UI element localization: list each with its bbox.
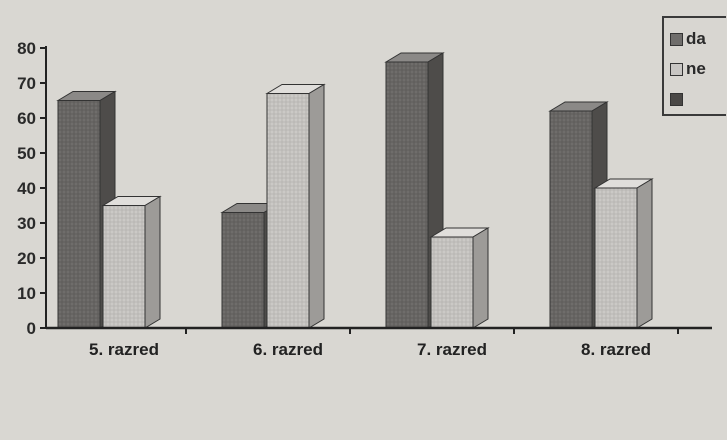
y-tick-label: 70 [17,74,36,93]
bar-side-ne-8 [636,178,653,329]
x-category-label: 6. razred [253,340,323,359]
bar-side-ne-5 [144,195,161,329]
legend-swatch-ne [670,62,683,76]
y-tick-label: 10 [17,284,36,303]
y-tick-label: 20 [17,249,36,268]
y-tick-label: 50 [17,144,36,163]
bar-da-5 [57,100,101,329]
bar-ne-7 [430,236,474,329]
bar-ne-6 [266,93,310,329]
y-tick-label: 0 [27,319,36,338]
bar-side-ne-7 [472,227,489,329]
legend-item-ne: ne [670,54,726,84]
x-category-label: 5. razred [89,340,159,359]
legend-label-da: da [686,29,706,48]
bar-side-ne-6 [308,83,325,329]
y-tick-label: 30 [17,214,36,233]
legend-swatch-third [670,92,683,106]
bar-ne-5 [102,205,146,329]
bar-da-7 [385,61,429,329]
x-category-label: 8. razred [581,340,651,359]
y-tick-label: 60 [17,109,36,128]
legend-label-ne: ne [686,59,706,78]
x-category-label: 7. razred [417,340,487,359]
legend-item-da: da [670,24,726,54]
bar-ne-8 [594,187,638,329]
bar-da-8 [549,110,593,329]
y-tick-label: 80 [17,39,36,58]
legend-item-third [670,84,726,114]
y-tick-label: 40 [17,179,36,198]
bar-da-6 [221,212,265,329]
legend-swatch-da [670,32,683,46]
legend: da ne [662,16,726,116]
